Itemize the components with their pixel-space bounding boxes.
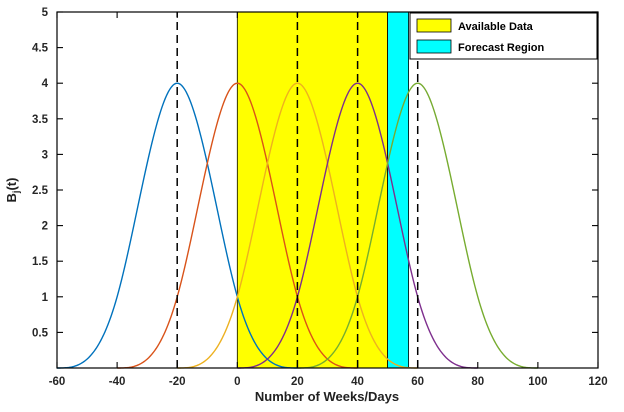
y-axis-label: Bj(t) bbox=[4, 178, 21, 203]
y-tick-label-4-5: 4.5 bbox=[32, 43, 49, 55]
y-tick-label-2: 2 bbox=[42, 221, 48, 233]
region-available-data bbox=[236, 11, 389, 369]
y-tick-label-3: 3 bbox=[42, 149, 48, 161]
legend: Available Data Forecast Region bbox=[409, 12, 598, 60]
x-tick-label-20: 20 bbox=[291, 376, 304, 388]
y-tick-label-0-5: 0.5 bbox=[32, 327, 49, 339]
y-tick-label-2-5: 2.5 bbox=[32, 185, 49, 197]
y-tick-label-1: 1 bbox=[42, 292, 49, 304]
x-tick-label--20: -20 bbox=[169, 376, 186, 388]
y-tick-label-1-5: 1.5 bbox=[32, 256, 49, 268]
x-axis-label: Number of Weeks/Days bbox=[255, 389, 399, 404]
y-tick-label-4: 4 bbox=[42, 78, 49, 90]
legend-label-forecast-region: Forecast Region bbox=[458, 42, 544, 54]
x-tick-label-80: 80 bbox=[471, 376, 484, 388]
curve-basis-centered-at-0 bbox=[117, 82, 358, 369]
x-tick-label--40: -40 bbox=[109, 376, 126, 388]
legend-swatch-available-data bbox=[416, 18, 452, 33]
x-tick-label-100: 100 bbox=[528, 376, 547, 388]
tick-labels: -60 -40 -20 0 20 40 60 80 100 120 0.5 1 1.5 2 2.5 3 3.5 4… bbox=[32, 7, 608, 388]
x-tick-label-60: 60 bbox=[411, 376, 424, 388]
basis-curves bbox=[57, 82, 538, 369]
y-tick-label-3-5: 3.5 bbox=[32, 114, 49, 126]
region-forecast-region bbox=[387, 11, 410, 369]
shaded-regions bbox=[236, 11, 410, 369]
legend-swatch-forecast-region bbox=[416, 39, 452, 54]
x-tick-label-40: 40 bbox=[351, 376, 364, 388]
curve-basis-centered-at-40 bbox=[237, 82, 478, 369]
legend-label-available-data: Available Data bbox=[458, 21, 534, 33]
curve-basis-centered-at-20 bbox=[177, 82, 418, 369]
y-axis-label-text: Bj(t) bbox=[4, 178, 21, 203]
y-tick-label-5: 5 bbox=[42, 7, 49, 19]
curve-basis-centered-at-20 bbox=[57, 82, 298, 369]
x-tick-label-0: 0 bbox=[234, 376, 240, 388]
x-tick-label--60: -60 bbox=[49, 376, 66, 388]
curve-basis-centered-at-60 bbox=[297, 82, 538, 369]
knot-dashed-lines bbox=[176, 12, 419, 368]
x-tick-label-120: 120 bbox=[588, 376, 607, 388]
